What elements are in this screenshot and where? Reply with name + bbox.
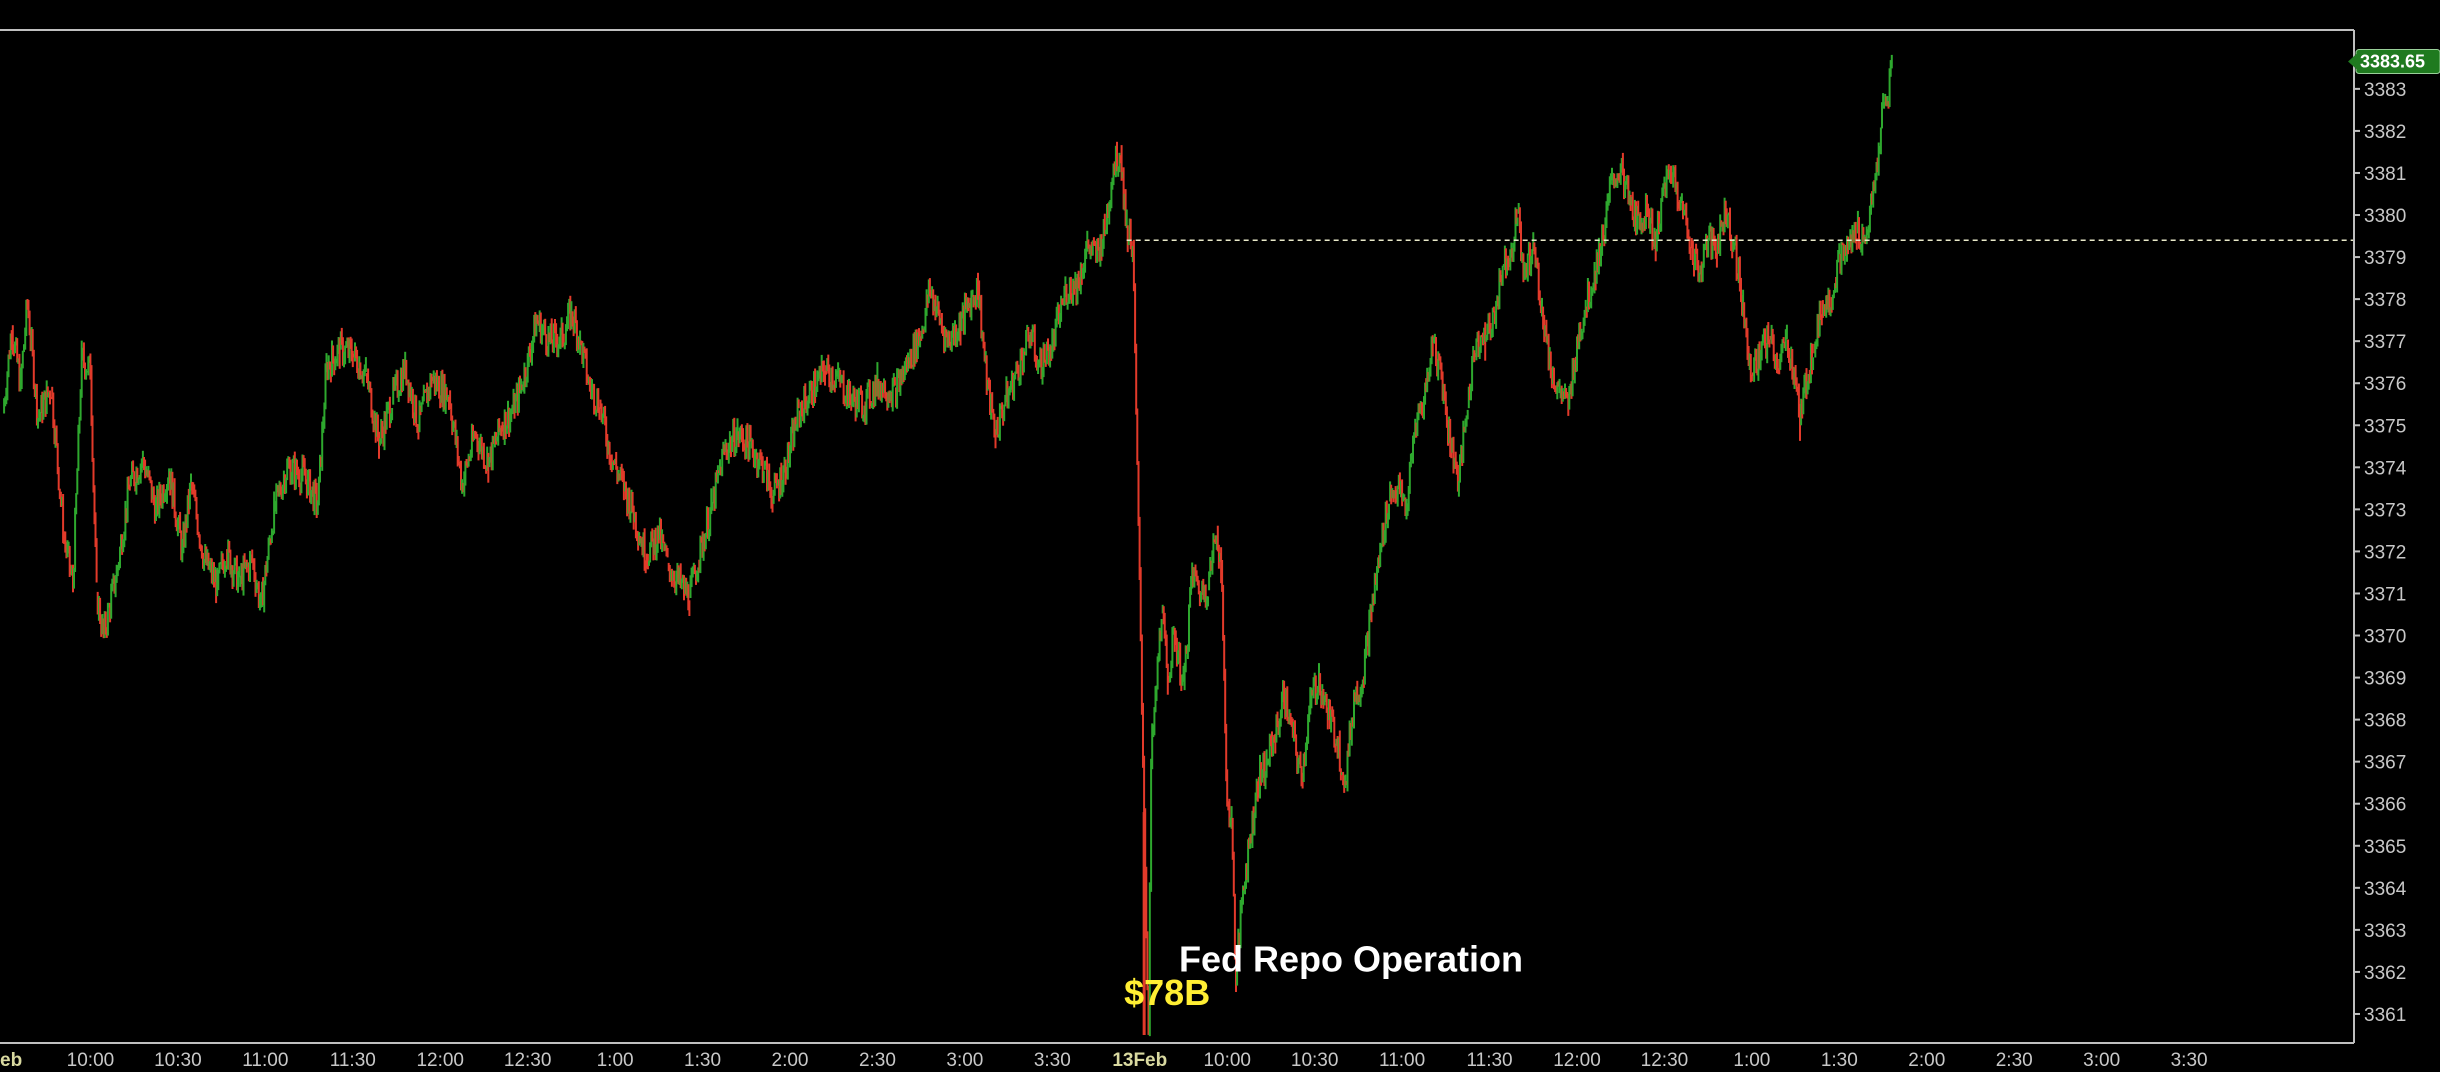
x-tick-label: 11:30 [330, 1050, 376, 1071]
x-tick-label: 10:00 [67, 1050, 115, 1071]
x-tick-label: 3:30 [1034, 1050, 1071, 1071]
y-tick-label: 3383 [2364, 80, 2406, 101]
y-tick-label: 3378 [2364, 290, 2406, 311]
y-tick-label: 3362 [2364, 963, 2406, 984]
x-tick-label: 1:00 [1733, 1050, 1770, 1071]
x-tick-label: 1:00 [597, 1050, 634, 1071]
axes: 3361 3362 3363 3364 3365 3366 3367 3368 3369 3370… [0, 29, 2440, 1071]
x-tick-label: 10:30 [1291, 1050, 1339, 1071]
x-tick-label: 2:30 [859, 1050, 896, 1071]
last-price-pointer [2348, 53, 2357, 70]
y-tick-label: 3380 [2364, 206, 2406, 227]
y-tick-label: 3377 [2364, 332, 2406, 353]
x-tick-label: 10:00 [1203, 1050, 1251, 1071]
y-tick-label: 3364 [2364, 879, 2407, 900]
x-tick-label: 2:00 [1908, 1050, 1945, 1071]
y-tick-label: 3373 [2364, 500, 2406, 521]
x-tick-label: 12:00 [1553, 1050, 1601, 1071]
x-tick-label: 3:00 [946, 1050, 983, 1071]
x-tick-label: 13Feb [1112, 1050, 1167, 1071]
y-tick-label: 3361 [2364, 1005, 2406, 1026]
x-tick-label: 12:30 [1641, 1050, 1689, 1071]
y-tick-label: 3379 [2364, 248, 2406, 269]
y-tick-label: 3371 [2364, 584, 2406, 605]
x-tick-label: 11:00 [1379, 1050, 1425, 1071]
y-tick-label: 3369 [2364, 669, 2406, 690]
y-tick-label: 3381 [2364, 164, 2406, 185]
price-series [3, 54, 1893, 1037]
x-tick-label: 2:00 [772, 1050, 809, 1071]
x-tick-label: 11:00 [242, 1050, 288, 1071]
x-tick-label: 3:00 [2083, 1050, 2120, 1071]
x-tick-label: 10:30 [154, 1050, 202, 1071]
y-tick-label: 3374 [2364, 458, 2407, 479]
y-tick-label: 3368 [2364, 711, 2406, 732]
x-tick-label: 1:30 [684, 1050, 721, 1071]
last-price-label: 3383.65 [2360, 52, 2425, 72]
y-tick-label: 3370 [2364, 627, 2406, 648]
y-tick-label: 3367 [2364, 753, 2406, 774]
x-tick-label: 2:30 [1996, 1050, 2033, 1071]
y-tick-label: 3382 [2364, 122, 2406, 143]
y-tick-label: 3375 [2364, 416, 2406, 437]
y-tick-label: 3366 [2364, 795, 2406, 816]
y-tick-label: 3363 [2364, 921, 2406, 942]
annotation-amount: $78B [1124, 972, 1210, 1013]
y-tick-label: 3372 [2364, 542, 2406, 563]
annotation-label: Fed Repo Operation [1179, 938, 1523, 979]
x-tick-label: 12:30 [504, 1050, 552, 1071]
x-tick-label: eb [0, 1050, 22, 1071]
x-tick-label: 11:30 [1466, 1050, 1512, 1071]
y-tick-label: 3376 [2364, 374, 2406, 395]
x-tick-label: 12:00 [416, 1050, 464, 1071]
x-tick-label: 3:30 [2171, 1050, 2208, 1071]
y-tick-label: 3365 [2364, 837, 2406, 858]
x-tick-label: 1:30 [1821, 1050, 1858, 1071]
